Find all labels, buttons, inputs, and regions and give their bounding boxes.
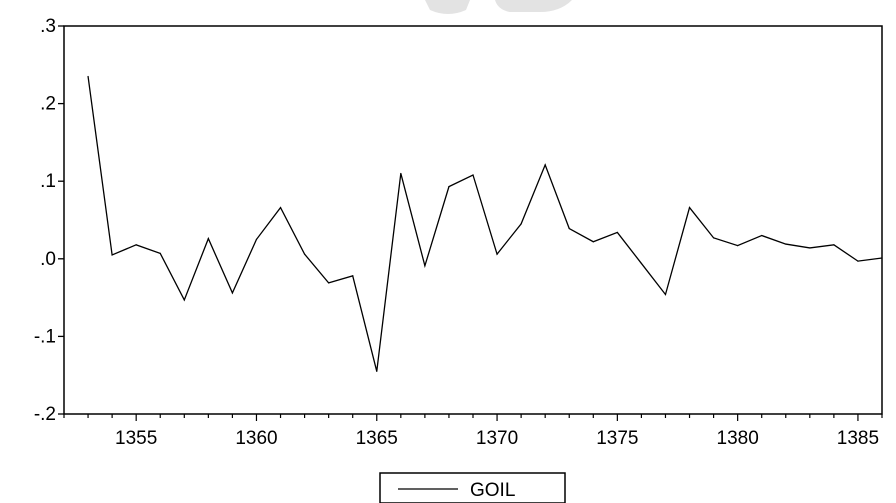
y-tick-label: -.1 bbox=[34, 326, 56, 347]
y-tick-label: .1 bbox=[40, 171, 56, 192]
x-tick-label: 1385 bbox=[837, 428, 879, 449]
data-point bbox=[496, 253, 498, 255]
y-axis: .3 .2 .1 .0 -.1 -.2 bbox=[34, 16, 64, 425]
data-point bbox=[231, 292, 234, 294]
y-tick-label: .3 bbox=[40, 16, 56, 37]
data-point bbox=[328, 282, 330, 284]
data-point bbox=[520, 223, 522, 225]
data-point bbox=[135, 244, 137, 246]
data-point bbox=[664, 293, 667, 296]
data-point bbox=[111, 254, 113, 256]
y-tick-label: -.2 bbox=[34, 404, 56, 425]
data-point bbox=[424, 265, 426, 267]
data-point bbox=[833, 244, 835, 246]
data-point bbox=[616, 231, 618, 234]
y-tick-label: .2 bbox=[40, 94, 56, 115]
plot-frame bbox=[63, 25, 883, 415]
y-tick-label: .0 bbox=[40, 249, 56, 270]
x-tick-label: 1380 bbox=[717, 428, 759, 449]
data-point bbox=[279, 206, 282, 209]
data-point bbox=[688, 206, 691, 209]
x-tick-label: 1360 bbox=[235, 428, 277, 449]
data-point bbox=[159, 252, 161, 254]
data-point bbox=[712, 237, 715, 239]
data-point bbox=[255, 238, 258, 240]
data-point bbox=[737, 245, 739, 247]
series-line-goil bbox=[87, 76, 883, 372]
data-point bbox=[592, 241, 594, 243]
data-point bbox=[881, 257, 883, 259]
data-point bbox=[785, 243, 787, 245]
data-point bbox=[87, 75, 89, 78]
data-point bbox=[568, 227, 570, 230]
data-point bbox=[857, 260, 859, 262]
data-point bbox=[472, 174, 474, 176]
x-tick-label: 1355 bbox=[115, 428, 157, 449]
data-point bbox=[448, 186, 450, 188]
data-point bbox=[207, 238, 209, 240]
data-point bbox=[640, 262, 643, 265]
legend-box bbox=[379, 472, 566, 503]
watermark-logo bbox=[425, 0, 572, 14]
x-tick-label: 1365 bbox=[356, 428, 398, 449]
data-point bbox=[809, 247, 811, 249]
data-point bbox=[376, 370, 378, 372]
data-point bbox=[544, 164, 546, 166]
legend-label-goil: GOIL bbox=[470, 480, 515, 501]
data-point bbox=[303, 253, 306, 255]
data-point bbox=[400, 172, 402, 175]
x-axis: 1355 1360 1365 1370 1375 1380 1385 bbox=[63, 414, 883, 449]
data-point bbox=[183, 299, 185, 301]
series-points bbox=[87, 75, 883, 372]
x-tick-label: 1370 bbox=[476, 428, 518, 449]
legend: GOIL bbox=[379, 472, 566, 503]
data-point bbox=[761, 234, 763, 237]
x-tick-label: 1375 bbox=[596, 428, 638, 449]
data-point bbox=[352, 275, 354, 277]
